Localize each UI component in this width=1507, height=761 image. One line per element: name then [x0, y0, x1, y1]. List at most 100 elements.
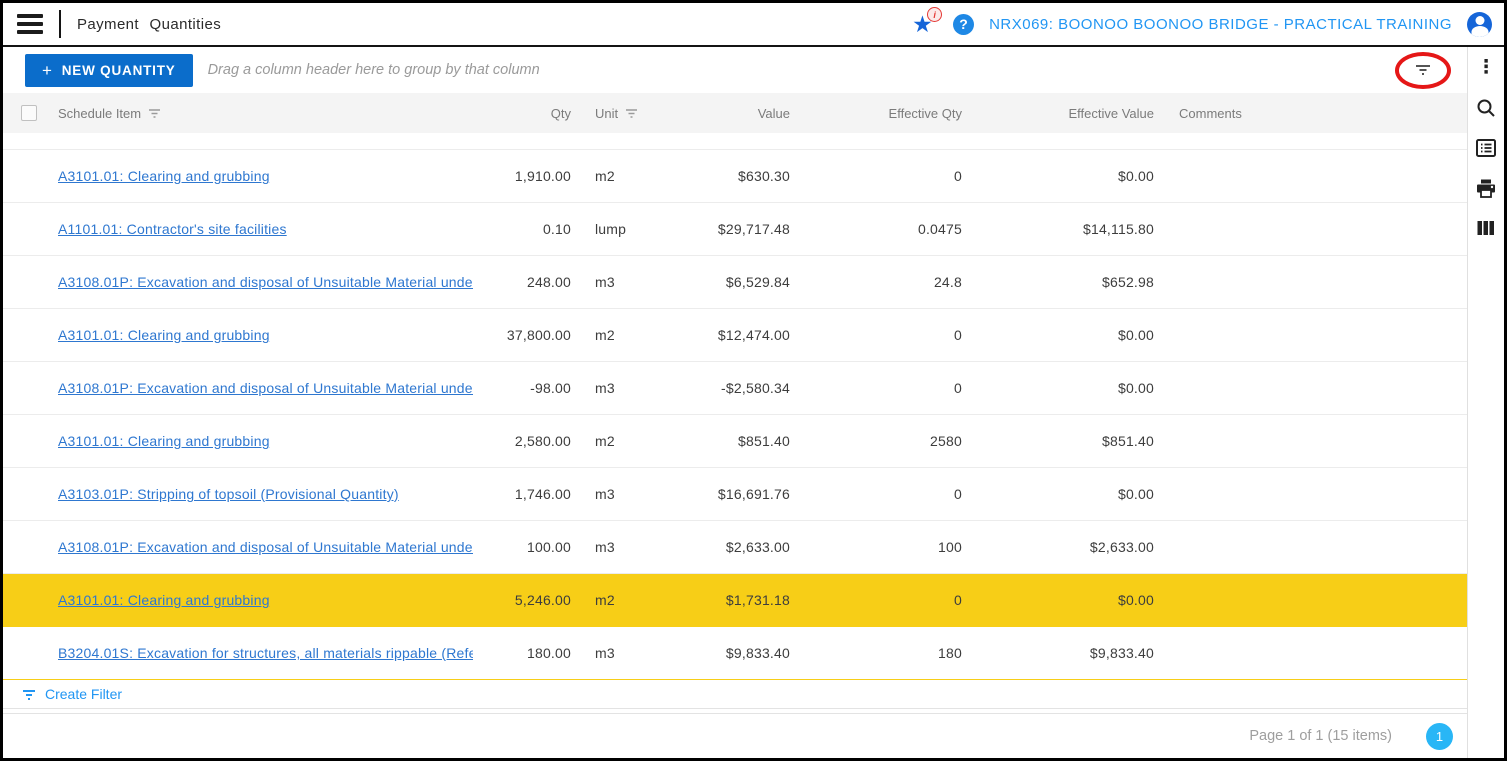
- column-header-effective-value: Effective Value: [1068, 105, 1154, 121]
- effective-value-cell: $0.00: [1117, 486, 1154, 502]
- column-header-effective-qty: Effective Qty: [888, 105, 962, 121]
- column-header-qty: Qty: [550, 105, 571, 121]
- toolbar-right: [1395, 51, 1457, 89]
- create-filter-icon: [23, 689, 35, 700]
- schedule-item-cell: A1101.01: Contractor's site facilities: [50, 221, 473, 237]
- unit-cell: m2: [595, 327, 615, 343]
- more-options-icon[interactable]: ⋮: [1476, 57, 1496, 78]
- table-row: A3101.01: Clearing and grubbing 1,910.00…: [3, 150, 1467, 203]
- content: + NEW QUANTITY Drag a column header here…: [3, 47, 1467, 758]
- print-icon[interactable]: [1474, 176, 1498, 200]
- schedule-item-link[interactable]: B3204.01S: Excavation for structures, al…: [58, 645, 473, 661]
- table-row: A3108.01P: Excavation and disposal of Un…: [3, 521, 1467, 574]
- effective-qty-cell: 0: [954, 168, 962, 184]
- unit-cell: m3: [595, 486, 615, 502]
- schedule-item-link[interactable]: A3101.01: Clearing and grubbing: [58, 168, 270, 184]
- new-quantity-button[interactable]: + NEW QUANTITY: [25, 53, 193, 87]
- unit-cell: m3: [595, 539, 615, 555]
- hamburger-menu-icon[interactable]: [15, 12, 45, 36]
- notification-badge: i: [927, 7, 943, 22]
- column-chooser-icon[interactable]: [1474, 216, 1498, 240]
- schedule-item-link[interactable]: A3101.01: Clearing and grubbing: [58, 592, 270, 608]
- table-row: B3204.01S: Excavation for structures, al…: [3, 627, 1467, 680]
- qty-cell: 248.00: [526, 274, 571, 290]
- grid-toolbar: + NEW QUANTITY Drag a column header here…: [3, 47, 1467, 93]
- effective-qty-cell: 0: [954, 380, 962, 396]
- value-cell: $6,529.84: [725, 274, 790, 290]
- qty-cell: 180.00: [526, 645, 571, 661]
- help-icon[interactable]: ?: [953, 13, 975, 35]
- annotation-red-circle: [1395, 51, 1451, 89]
- qty-cell: 1,910.00: [514, 168, 571, 184]
- user-avatar-icon[interactable]: [1467, 11, 1492, 37]
- topbar-right: ★ i ? NRX069: BOONOO BOONOO BRIDGE - PRA…: [912, 7, 1492, 37]
- search-icon[interactable]: [1474, 96, 1498, 120]
- footer-separator: [3, 708, 1467, 714]
- create-filter-label: Create Filter: [45, 686, 123, 702]
- main-body: + NEW QUANTITY Drag a column header here…: [3, 47, 1504, 758]
- pager-bar: Page 1 of 1 (15 items) 1: [3, 714, 1467, 758]
- table-row: A3101.01: Clearing and grubbing 2,580.00…: [3, 415, 1467, 468]
- qty-cell: 5,246.00: [514, 592, 571, 608]
- effective-value-cell: $0.00: [1117, 327, 1154, 343]
- schedule-item-link[interactable]: A3108.01P: Excavation and disposal of Un…: [58, 539, 473, 555]
- unit-cell: lump: [595, 221, 627, 237]
- schedule-item-link[interactable]: A1101.01: Contractor's site facilities: [58, 221, 287, 237]
- schedule-item-link[interactable]: A3101.01: Clearing and grubbing: [58, 433, 270, 449]
- value-cell: $2,633.00: [725, 539, 790, 555]
- table-row: A3108.01P: Excavation and disposal of Un…: [3, 256, 1467, 309]
- table-row: A1101.01: Contractor's site facilities 0…: [3, 203, 1467, 256]
- topbar: Payment Quantities ★ i ? NRX069: BOONOO …: [3, 3, 1504, 47]
- value-cell: $16,691.76: [717, 486, 790, 502]
- column-filter-icon[interactable]: [148, 107, 161, 119]
- table-row: A3101.01: Clearing and grubbing 5,246.00…: [3, 574, 1467, 627]
- effective-value-cell: $14,115.80: [1082, 221, 1154, 237]
- schedule-item-cell: A3103.01P: Stripping of topsoil (Provisi…: [50, 486, 473, 502]
- value-cell: -$2,580.34: [721, 380, 790, 396]
- unit-cell: m3: [595, 645, 615, 661]
- effective-qty-cell: 0.0475: [917, 221, 962, 237]
- value-cell: $1,731.18: [725, 592, 790, 608]
- qty-cell: 37,800.00: [506, 327, 571, 343]
- table-row: A3103.01P: Stripping of topsoil (Provisi…: [3, 468, 1467, 521]
- qty-cell: 0.10: [542, 221, 571, 237]
- unit-cell: m3: [595, 380, 615, 396]
- column-header-value: Value: [757, 105, 790, 121]
- schedule-item-link[interactable]: A3108.01P: Excavation and disposal of Un…: [58, 380, 473, 396]
- schedule-item-cell: A3101.01: Clearing and grubbing: [50, 168, 473, 184]
- schedule-item-cell: A3108.01P: Excavation and disposal of Un…: [50, 274, 473, 290]
- qty-cell: 2,580.00: [514, 433, 571, 449]
- topbar-divider: [59, 10, 61, 38]
- table-body: A3101.01: Clearing and grubbing 1,910.00…: [3, 150, 1467, 680]
- schedule-item-link[interactable]: A3108.01P: Excavation and disposal of Un…: [58, 274, 473, 290]
- table-row: A3108.01P: Excavation and disposal of Un…: [3, 362, 1467, 415]
- plus-icon: +: [42, 60, 53, 80]
- schedule-item-link[interactable]: A3101.01: Clearing and grubbing: [58, 327, 270, 343]
- qty-cell: 100.00: [526, 539, 571, 555]
- page-1-button[interactable]: 1: [1426, 722, 1453, 750]
- group-by-hint: Drag a column header here to group by th…: [207, 62, 540, 78]
- right-icon-strip: ⋮: [1467, 47, 1504, 758]
- schedule-item-cell: A3108.01P: Excavation and disposal of Un…: [50, 380, 473, 396]
- project-title-link[interactable]: NRX069: BOONOO BOONOO BRIDGE - PRACTICAL…: [989, 15, 1452, 33]
- filter-panel-icon[interactable]: [1413, 62, 1433, 78]
- select-all-checkbox[interactable]: [21, 105, 37, 121]
- empty-filter-row: [3, 133, 1467, 150]
- unit-cell: m2: [595, 168, 615, 184]
- effective-value-cell: $0.00: [1117, 168, 1154, 184]
- column-header-unit: Unit: [571, 106, 663, 121]
- create-filter-link[interactable]: Create Filter: [3, 680, 1467, 708]
- effective-qty-cell: 0: [954, 592, 962, 608]
- column-filter-icon[interactable]: [625, 107, 638, 119]
- schedule-item-cell: A3108.01P: Excavation and disposal of Un…: [50, 539, 473, 555]
- details-form-icon[interactable]: [1474, 136, 1498, 160]
- effective-value-cell: $9,833.40: [1089, 645, 1154, 661]
- table-row: A3101.01: Clearing and grubbing 37,800.0…: [3, 309, 1467, 362]
- column-header-schedule-item: Schedule Item: [50, 106, 473, 121]
- select-all-cell: [3, 105, 50, 121]
- favorites-star-icon[interactable]: ★ i: [912, 7, 943, 36]
- quantities-grid: Schedule Item Qty Unit Value Effective Q…: [3, 93, 1467, 758]
- unit-cell: m3: [595, 274, 615, 290]
- schedule-item-link[interactable]: A3103.01P: Stripping of topsoil (Provisi…: [58, 486, 399, 502]
- effective-qty-cell: 24.8: [933, 274, 962, 290]
